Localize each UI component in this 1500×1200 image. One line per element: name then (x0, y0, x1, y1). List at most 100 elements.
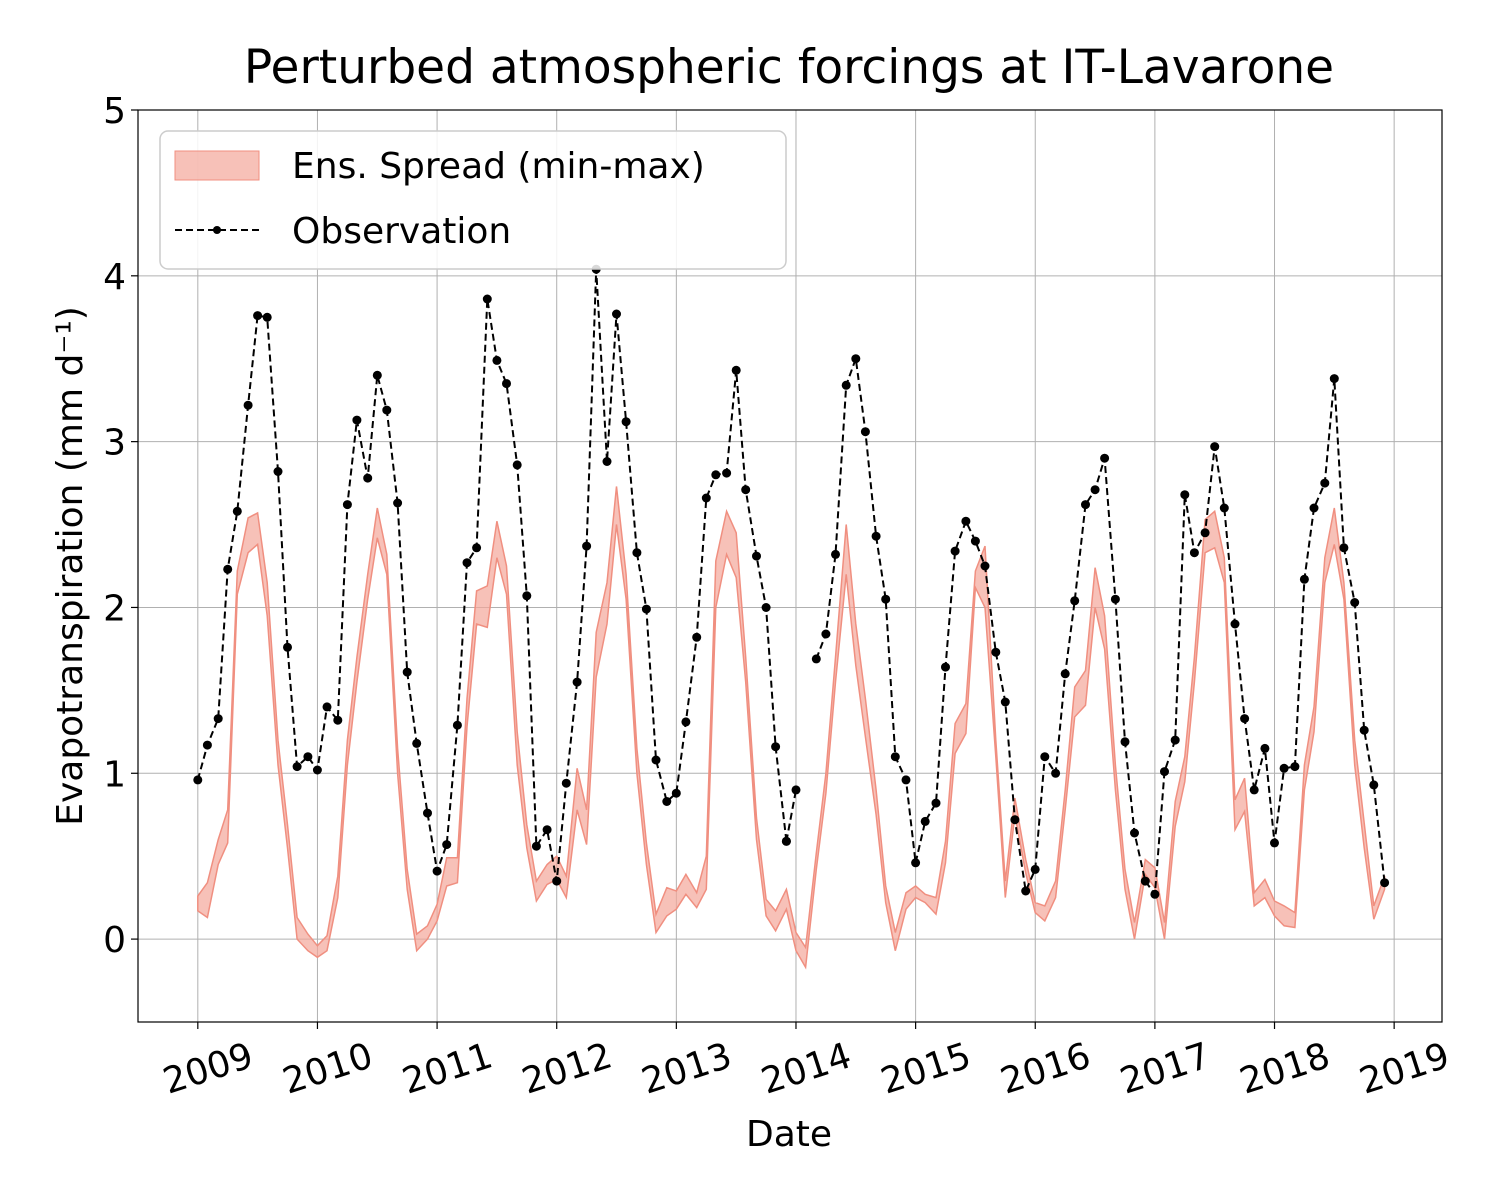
x-axis-label: Date (746, 1114, 832, 1155)
observation-point (1090, 485, 1100, 495)
legend-observation-label: Observation (292, 211, 511, 252)
observation-point (931, 798, 941, 808)
observation-point (531, 841, 541, 851)
observation-point (741, 485, 751, 495)
y-tick-label: 4 (103, 257, 126, 298)
observation-point (193, 775, 203, 785)
observation-point (472, 543, 482, 553)
observation-point (482, 294, 492, 304)
observation-point (1100, 453, 1110, 463)
y-tick-label: 3 (103, 423, 126, 464)
observation-point (1299, 574, 1309, 584)
observation-point (552, 876, 562, 886)
legend-spread-label: Ens. Spread (min-max) (292, 146, 705, 187)
observation-point (621, 417, 631, 427)
observation-point (752, 551, 761, 561)
observation-point (1339, 543, 1349, 553)
observation-point (303, 752, 313, 762)
x-tick-label: 2014 (757, 1035, 857, 1102)
observation-point (961, 516, 971, 526)
observation-point (1140, 876, 1150, 886)
observation-point (393, 498, 403, 508)
observation-point (1189, 548, 1199, 558)
y-tick-label: 0 (103, 920, 126, 961)
observation-point (542, 825, 552, 835)
observation-point (1210, 442, 1220, 452)
observation-point (223, 564, 233, 574)
observation-point (1180, 490, 1190, 500)
observation-point (372, 370, 382, 380)
observation-point (412, 738, 422, 748)
observation-point (821, 629, 831, 639)
observation-point (1000, 697, 1010, 707)
observation-point (572, 677, 582, 687)
observation-point (1230, 619, 1240, 629)
observation-point (1249, 785, 1259, 795)
observation-point (1329, 374, 1339, 384)
observation-point (502, 379, 511, 389)
observation-point (423, 808, 432, 818)
observation-point (970, 536, 980, 546)
observation-point (402, 667, 412, 677)
observation-point (322, 702, 332, 712)
observation-point (831, 549, 840, 559)
observation-point (1170, 735, 1180, 745)
observation-point (731, 365, 741, 375)
observation-line (815, 358, 1386, 898)
observation-point (890, 752, 900, 762)
observation-point (1160, 767, 1169, 777)
observation-point (811, 654, 821, 664)
observation-line (196, 269, 788, 882)
observation-point (1290, 762, 1300, 772)
x-tick-label: 2012 (517, 1035, 617, 1102)
observation-point (602, 457, 612, 466)
y-tick-label: 1 (103, 754, 126, 795)
x-tick-label: 2018 (1235, 1035, 1335, 1102)
observation-point (641, 604, 651, 614)
observation-point (1110, 594, 1120, 604)
observation-point (950, 546, 960, 556)
observation-point (1051, 768, 1061, 778)
observation-point (452, 720, 462, 730)
observation-point (1040, 752, 1050, 762)
y-axis-label: Evapotranspiration (mm d⁻¹) (50, 306, 91, 826)
chart-title: Perturbed atmospheric forcings at IT-Lav… (244, 40, 1334, 95)
observation-point (1270, 838, 1279, 848)
observation-point (512, 460, 522, 470)
observation-point (1240, 714, 1250, 724)
observation-point (382, 405, 392, 415)
observation-point (911, 858, 921, 868)
observation-point (292, 762, 302, 772)
observation-point (1380, 878, 1390, 888)
legend-box (159, 130, 787, 270)
observation-point (632, 548, 642, 558)
observation-point (651, 755, 661, 765)
ensemble-spread-band (197, 486, 1386, 970)
observation-point (492, 355, 502, 365)
observation-point (283, 642, 292, 652)
x-tick-label: 2019 (1355, 1035, 1455, 1102)
observation-point (1200, 528, 1210, 538)
observation-point (273, 467, 283, 476)
observation-point (841, 380, 851, 390)
observation-point (681, 717, 691, 727)
observation-point (432, 866, 442, 876)
legend-observation-marker (213, 226, 221, 234)
legend: Ens. Spread (min-max) Observation (159, 130, 787, 270)
observation-series (193, 264, 1390, 899)
observation-point (860, 427, 870, 437)
y-axis-ticks: 0 1 2 3 4 5 (103, 91, 138, 961)
observation-point (851, 354, 861, 364)
observation-point (442, 840, 452, 850)
observation-point (781, 836, 791, 846)
observation-point (522, 591, 532, 601)
ensemble-spread-area (197, 486, 1386, 970)
observation-point (213, 714, 223, 724)
x-tick-label: 2009 (158, 1035, 258, 1102)
x-tick-label: 2010 (278, 1035, 378, 1102)
observation-point (363, 473, 373, 483)
observation-point (1260, 743, 1270, 753)
observation-point (612, 309, 621, 319)
observation-point (1150, 889, 1160, 899)
